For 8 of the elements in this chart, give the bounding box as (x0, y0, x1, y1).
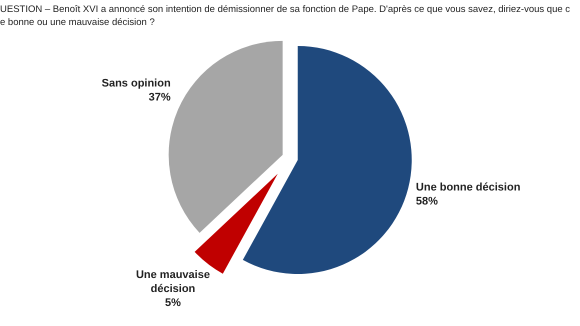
slice-label: Une mauvaise décision (136, 269, 210, 296)
chart-title: UESTION – Benoît XVI a annoncé son intention de démissionner de sa fonction de Pape. D'après ce que vous savez, diriez-vous que c (0, 4, 570, 15)
slice-label: Une bonne décision (416, 181, 521, 194)
data-label: 37% (148, 91, 171, 104)
data-label: 5% (165, 297, 182, 310)
data-label: 58% (416, 195, 438, 208)
slice-label: Sans opinion (102, 77, 171, 90)
chart-subtitle: e bonne ou une mauvaise décision ? (0, 17, 155, 28)
